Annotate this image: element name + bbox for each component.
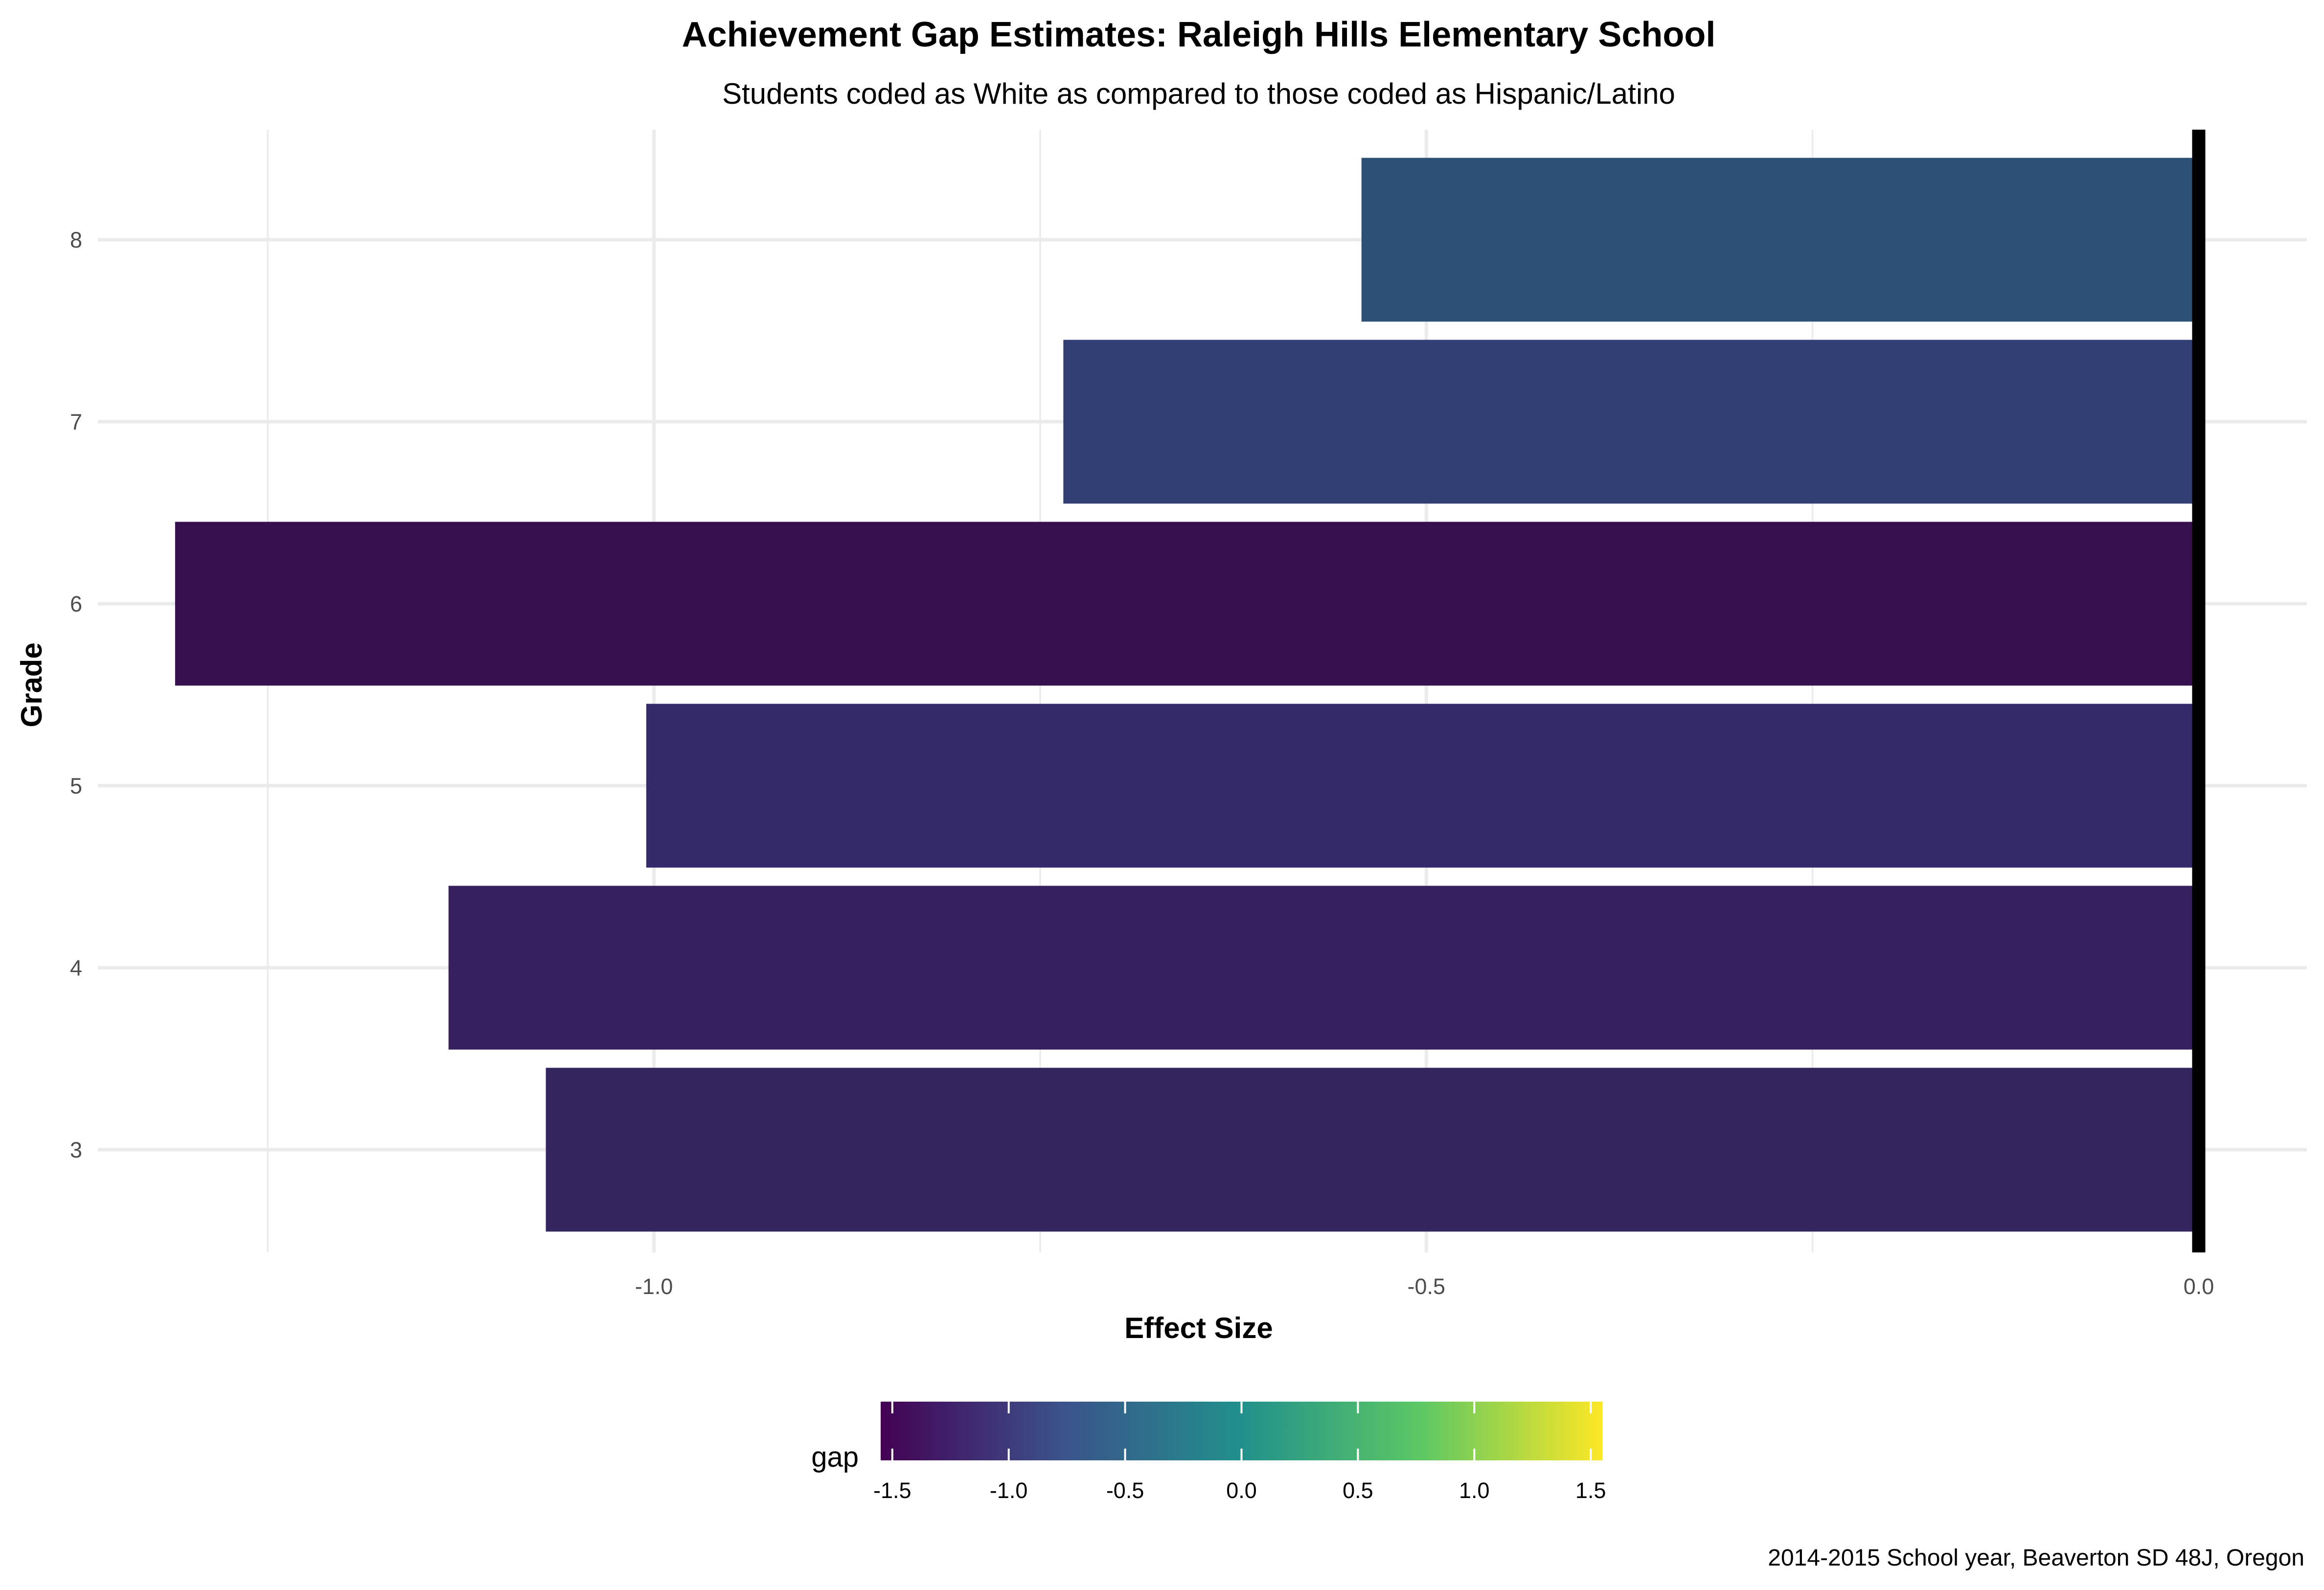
legend-tick-label: 0.0 [1226, 1478, 1257, 1503]
chart-title: Achievement Gap Estimates: Raleigh Hills… [682, 15, 1716, 54]
y-tick-label: 4 [70, 955, 82, 980]
legend-tick-label: -1.0 [990, 1478, 1028, 1503]
x-axis-title: Effect Size [1124, 1312, 1273, 1344]
y-tick-label: 8 [70, 227, 82, 252]
bar-grade-8 [1361, 158, 2199, 322]
legend-title: gap [811, 1441, 859, 1473]
x-tick-labels: -1.0 -0.5 0.0 [635, 1274, 2214, 1299]
chart-caption: 2014-2015 School year, Beaverton SD 48J,… [1768, 1545, 2304, 1571]
bar-grade-6 [175, 522, 2199, 686]
legend-tick-label: 1.5 [1575, 1478, 1606, 1503]
y-axis-title: Grade [15, 642, 48, 727]
legend-tick-label: 0.5 [1343, 1478, 1373, 1503]
y-tick-label: 7 [70, 409, 82, 434]
bars [175, 158, 2199, 1232]
x-tick-label: -0.5 [1408, 1274, 1446, 1299]
y-tick-label: 6 [70, 591, 82, 616]
legend-ticks: -1.5 -1.0 -0.5 0.0 0.5 1.0 1.5 [873, 1402, 1606, 1503]
bar-grade-5 [646, 704, 2199, 868]
legend-tick-label: 1.0 [1459, 1478, 1490, 1503]
y-tick-label: 3 [70, 1137, 82, 1162]
chart-subtitle: Students coded as White as compared to t… [722, 77, 1675, 110]
y-tick-labels: 3 4 5 6 7 8 [70, 227, 82, 1162]
x-tick-label: 0.0 [2184, 1274, 2214, 1299]
legend-tick-label: -0.5 [1106, 1478, 1144, 1503]
x-tick-label: -1.0 [635, 1274, 673, 1299]
bar-grade-4 [448, 886, 2199, 1050]
legend-tick-label: -1.5 [873, 1478, 911, 1503]
bar-grade-7 [1063, 340, 2199, 504]
bar-grade-3 [546, 1068, 2199, 1232]
y-tick-label: 5 [70, 773, 82, 798]
